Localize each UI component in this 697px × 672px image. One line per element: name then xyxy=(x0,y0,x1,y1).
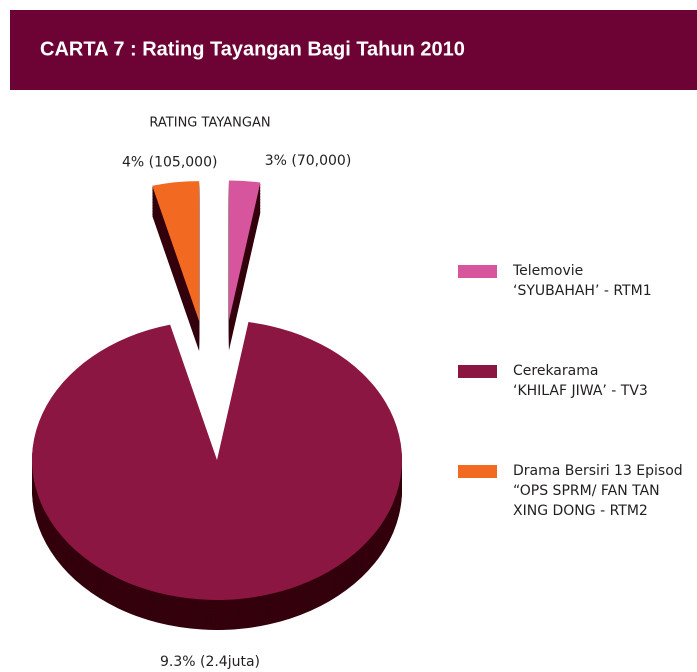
legend-swatch xyxy=(458,465,497,478)
legend-swatch xyxy=(458,365,497,378)
pie-slice xyxy=(228,180,261,321)
legend-label: Drama Bersiri 13 Episod xyxy=(513,463,683,479)
chart-subtitle: RATING TAYANGAN xyxy=(149,116,270,131)
header-band xyxy=(10,10,697,90)
chart-title: CARTA 7 : Rating Tayangan Bagi Tahun 201… xyxy=(40,38,465,60)
pie-slice xyxy=(31,322,402,600)
legend-swatch xyxy=(458,265,497,278)
legend-label: Telemovie xyxy=(512,263,583,279)
legend-label: ‘KHILAF JIWA’ - TV3 xyxy=(513,383,648,399)
legend-label: ‘SYUBAHAH’ - RTM1 xyxy=(513,283,652,299)
pie-slice xyxy=(152,181,200,322)
legend-label: XING DONG - RTM2 xyxy=(513,503,648,519)
legend-label: Cerekarama xyxy=(513,363,598,379)
data-label: 4% (105,000) xyxy=(122,154,217,170)
legend-label: “OPS SPRM/ FAN TAN xyxy=(513,483,660,499)
data-label: 9.3% (2.4juta) xyxy=(160,654,260,670)
data-label: 3% (70,000) xyxy=(265,153,352,169)
